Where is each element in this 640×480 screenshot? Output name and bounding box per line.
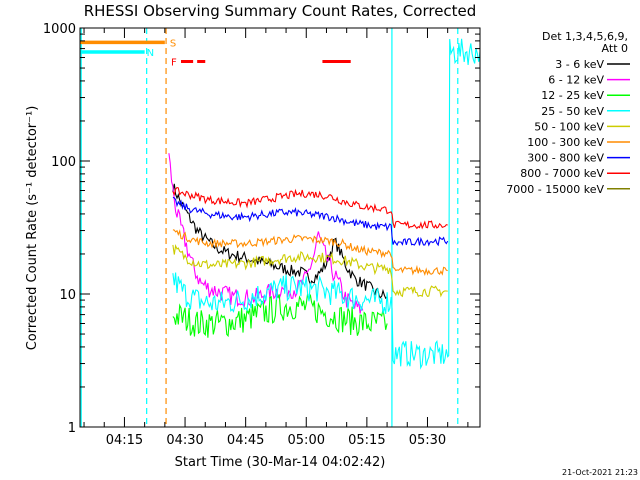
x-tick-label: 04:45 (227, 433, 264, 448)
y-tick-label: 1 (68, 421, 76, 436)
state-label-F: F (171, 57, 177, 68)
footer-timestamp: 21-Oct-2021 21:23 (562, 468, 638, 477)
plot-area: S N F (80, 28, 480, 427)
legend-entry-label: 25 - 50 keV (541, 105, 604, 118)
x-tick-label: 05:15 (348, 433, 385, 448)
x-tick-label: 05:00 (288, 433, 325, 448)
state-label-S: S (170, 38, 176, 49)
legend-entry-label: 6 - 12 keV (548, 74, 604, 87)
series-line-3 (172, 38, 480, 370)
legend: Det 1,3,4,5,6,9,Att 0 3 - 6 keV 6 - 12 keV… (506, 30, 630, 196)
legend-entry-label: 12 - 25 keV (541, 89, 604, 102)
axes: 1 10 100 1000 04:15 04:30 04:45 05:00 05:15 05:30 (43, 22, 480, 448)
legend-entry-label: 50 - 100 keV (534, 120, 604, 133)
y-tick-label: 100 (51, 155, 76, 170)
y-axis-label: Corrected Count Rate (s⁻¹ detector⁻¹) (25, 106, 40, 351)
series-line-2 (172, 293, 388, 338)
x-tick-label: 05:30 (409, 433, 446, 448)
series-line-6 (172, 196, 449, 247)
series-line-5 (172, 229, 448, 277)
series-line-4 (172, 244, 448, 298)
legend-entry-label: 7000 - 15000 keV (506, 183, 604, 196)
x-tick-label: 04:15 (106, 433, 143, 448)
legend-entry-label: 100 - 300 keV (527, 136, 604, 149)
y-tick-label: 1000 (43, 22, 76, 37)
y-tick-label: 10 (59, 288, 76, 303)
x-axis-label: Start Time (30-Mar-14 04:02:42) (175, 455, 386, 470)
legend-header-line: Det 1,3,4,5,6,9, (542, 30, 628, 43)
legend-entry-label: 3 - 6 keV (555, 58, 604, 71)
series-line-0 (172, 183, 388, 300)
chart-title: RHESSI Observing Summary Count Rates, Co… (84, 2, 477, 20)
legend-header-line: Att 0 (602, 42, 628, 55)
plot-frame (79, 27, 481, 428)
legend-entry-label: 800 - 7000 keV (520, 167, 604, 180)
x-tick-label: 04:30 (166, 433, 203, 448)
legend-entry-label: 300 - 800 keV (527, 152, 604, 165)
series-line-7 (172, 186, 448, 230)
state-label-N: N (147, 48, 154, 59)
plot-content (80, 28, 480, 427)
